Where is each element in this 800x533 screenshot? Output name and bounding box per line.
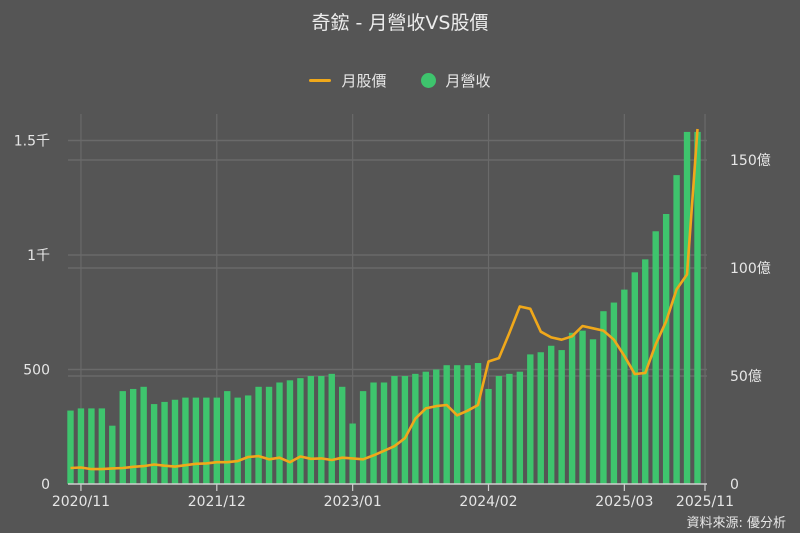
svg-text:1千: 1千 (27, 248, 50, 264)
svg-text:2023/01: 2023/01 (324, 494, 382, 510)
svg-text:2020/11: 2020/11 (52, 494, 110, 510)
revenue-bars (67, 131, 701, 485)
svg-text:2024/02: 2024/02 (459, 494, 517, 510)
legend-item-revenue[interactable]: 月營收 (420, 70, 491, 91)
dot-swatch-icon (420, 73, 436, 88)
legend-item-price[interactable]: 月股價 (309, 70, 387, 91)
svg-text:50億: 50億 (730, 369, 762, 385)
svg-text:0: 0 (41, 477, 50, 493)
svg-text:2025/03: 2025/03 (595, 494, 653, 510)
svg-text:100億: 100億 (730, 261, 771, 277)
line-swatch-icon (309, 79, 332, 82)
svg-text:150億: 150億 (730, 153, 771, 169)
data-source-note: 資料來源: 優分析 (686, 516, 786, 531)
svg-text:1.5千: 1.5千 (14, 134, 50, 150)
svg-text:500: 500 (23, 363, 50, 379)
legend-price-label: 月股價 (341, 72, 387, 90)
price-line (70, 128, 699, 471)
chart-legend: 月股價 月營收 (0, 70, 800, 91)
svg-text:2025/11: 2025/11 (676, 494, 734, 510)
svg-text:0: 0 (730, 477, 739, 493)
axes: 2020/11 2021/12 2023/01 2024/02 2025/03 2025/… (14, 134, 771, 511)
legend-revenue-label: 月營收 (445, 72, 491, 90)
chart-title: 奇鋐 - 月營收VS股價 (311, 12, 489, 34)
svg-text:2021/12: 2021/12 (188, 494, 246, 510)
